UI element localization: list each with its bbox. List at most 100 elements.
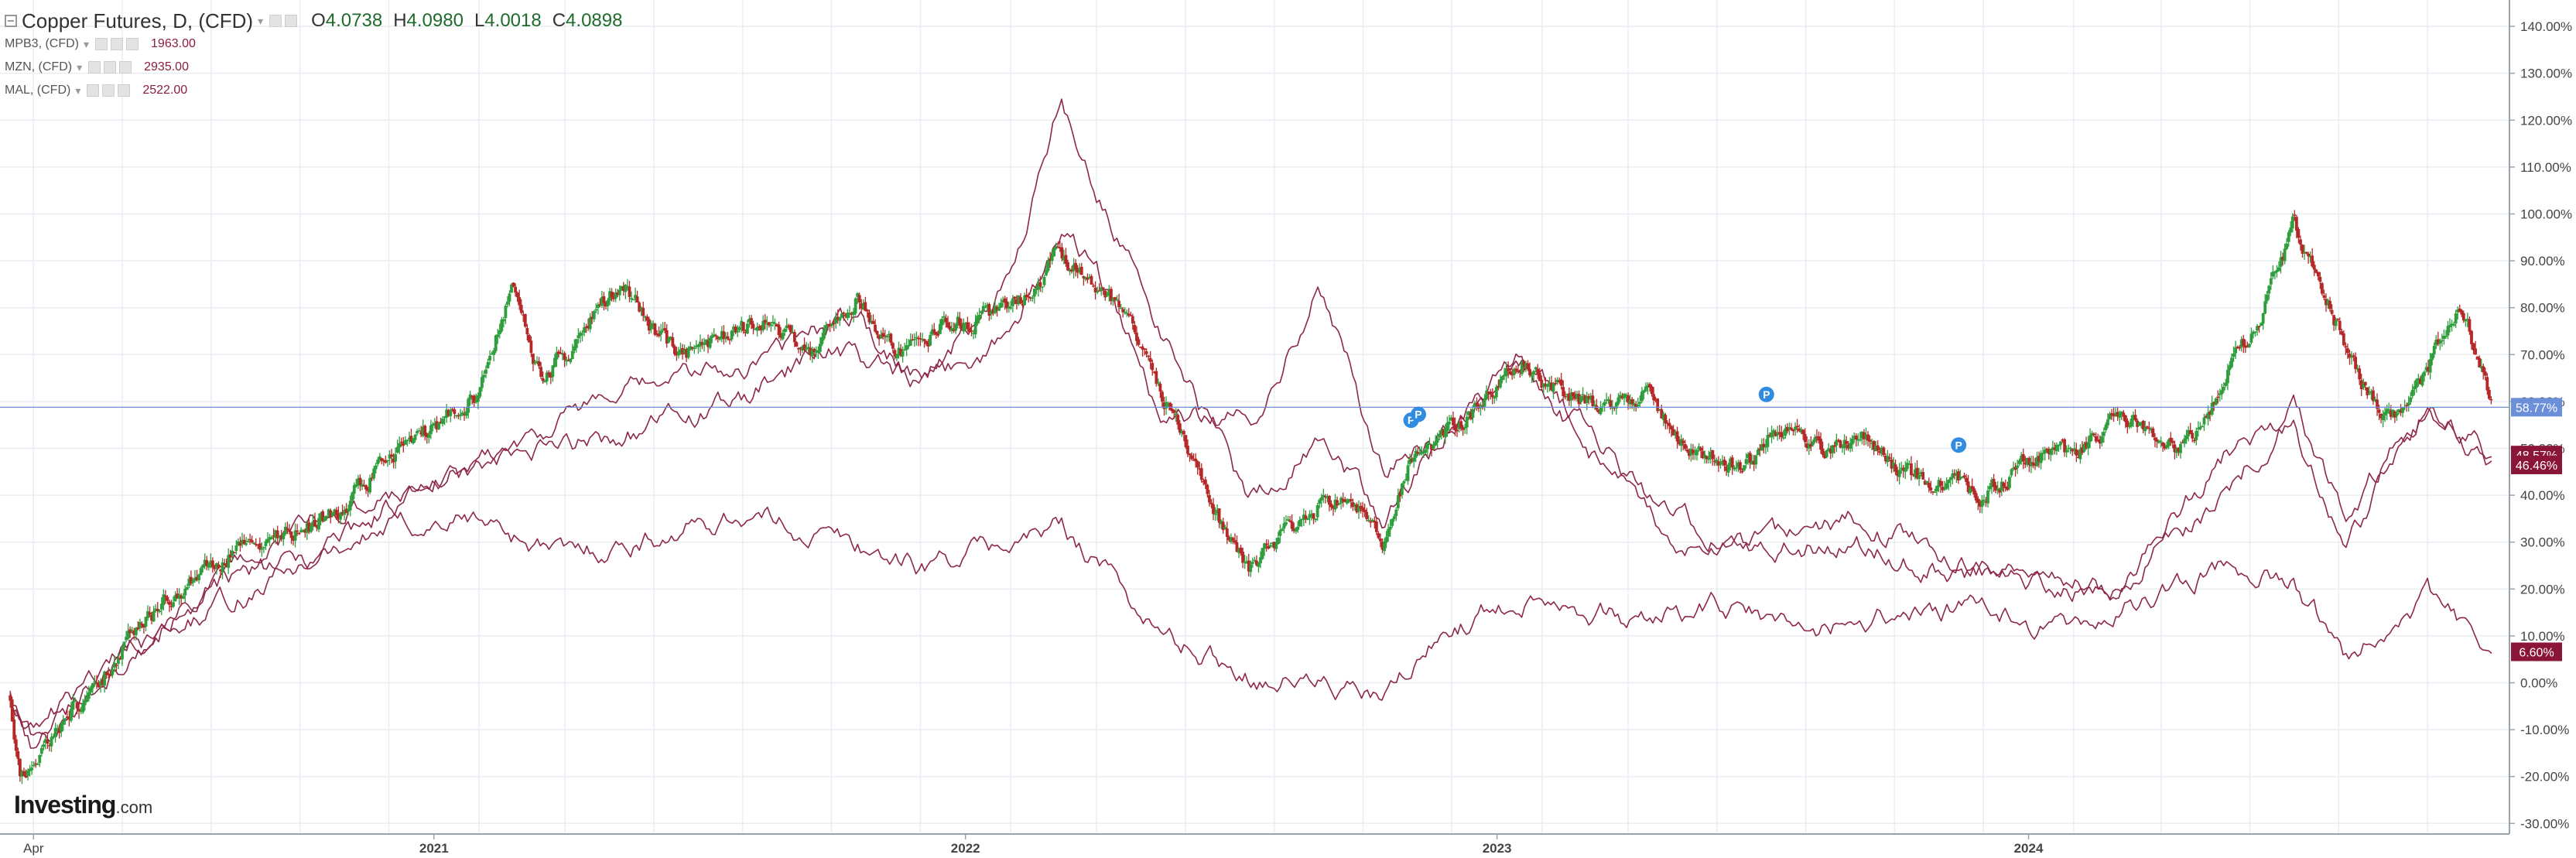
- compare-symbol[interactable]: MPB3, (CFD): [5, 37, 79, 50]
- candle-body: [2379, 413, 2383, 419]
- candle-body: [860, 303, 864, 309]
- candle-body: [2230, 357, 2233, 367]
- candle-body: [14, 739, 18, 751]
- hide-icon[interactable]: [102, 84, 115, 97]
- candle-body: [547, 372, 551, 375]
- candle-body: [1558, 381, 1562, 383]
- candle-body: [1452, 417, 1455, 426]
- candle-body: [1624, 395, 1628, 396]
- candle-body: [199, 568, 203, 576]
- candle-body: [1854, 436, 1858, 440]
- close-icon[interactable]: [118, 84, 131, 97]
- main-symbol[interactable]: Copper Futures, D, (CFD): [22, 9, 254, 32]
- candle-body: [1192, 460, 1196, 461]
- settings-icon[interactable]: [269, 15, 282, 27]
- compare-symbol[interactable]: MAL, (CFD): [5, 84, 71, 97]
- close-icon[interactable]: [126, 38, 139, 50]
- candle-body: [219, 569, 222, 572]
- candle-body: [2047, 449, 2051, 454]
- candle-body: [2472, 343, 2475, 350]
- candle-body: [2086, 442, 2090, 449]
- candle-body: [1223, 527, 1227, 530]
- candle-body: [2192, 439, 2196, 442]
- candle-body: [2277, 267, 2280, 272]
- candle-body: [2260, 323, 2263, 326]
- candle-body: [1196, 461, 1199, 468]
- candle-body: [1579, 395, 1582, 402]
- caret-down-icon[interactable]: ▾: [75, 84, 81, 97]
- hide-icon[interactable]: [111, 38, 124, 50]
- p-marker-circle: [1951, 437, 1967, 453]
- candle-body: [823, 329, 826, 339]
- hide-icon[interactable]: [285, 15, 298, 27]
- candle-body: [1554, 382, 1557, 385]
- candle-body: [830, 323, 834, 326]
- candle-body: [468, 394, 472, 400]
- candle-body: [1428, 443, 1432, 446]
- candle-body: [816, 351, 820, 353]
- candle-body: [1235, 542, 1239, 552]
- candle-body: [1839, 440, 1842, 448]
- candle-body: [2269, 278, 2273, 285]
- candle-body: [532, 354, 535, 364]
- candle-body: [1736, 462, 1740, 467]
- candle-body: [1068, 269, 1072, 272]
- candle-body: [1127, 313, 1131, 316]
- candle-body: [2081, 447, 2084, 453]
- candle-body: [278, 535, 282, 538]
- hide-icon[interactable]: [104, 61, 117, 73]
- candle-body: [1370, 520, 1374, 521]
- candle-body: [266, 538, 269, 543]
- candle-body: [2224, 382, 2228, 386]
- candle-body: [2210, 402, 2214, 415]
- candle-body: [871, 321, 875, 324]
- candle-body: [1220, 521, 1223, 525]
- caret-down-icon[interactable]: ▾: [84, 37, 90, 50]
- candle-body: [802, 344, 806, 350]
- candle-body: [1336, 500, 1339, 506]
- compare-symbol[interactable]: MZN, (CFD): [5, 60, 73, 73]
- settings-icon[interactable]: [88, 61, 101, 73]
- candle-body: [2068, 447, 2072, 450]
- caret-down-icon[interactable]: ▾: [77, 60, 83, 73]
- candle-body: [2367, 393, 2371, 395]
- candle-body: [1439, 429, 1443, 433]
- candle-body: [699, 341, 702, 347]
- settings-icon[interactable]: [87, 84, 100, 97]
- settings-icon[interactable]: [95, 38, 108, 50]
- candle-body: [132, 631, 136, 635]
- candle-body: [117, 658, 120, 665]
- candle-body: [1589, 396, 1592, 400]
- candle-body: [1620, 396, 1624, 399]
- candle-body: [728, 339, 731, 340]
- candle-body: [1846, 444, 1850, 449]
- close-icon[interactable]: [119, 61, 132, 73]
- candle-body: [1298, 519, 1302, 527]
- candle-body: [2387, 408, 2391, 411]
- candle-body: [2179, 443, 2182, 453]
- candle-body: [1683, 444, 1687, 450]
- candle-body: [1842, 439, 1846, 449]
- low-value: 4.0018: [484, 10, 542, 31]
- candle-body: [2440, 340, 2444, 342]
- candle-body: [2320, 283, 2324, 294]
- candle-body: [2450, 323, 2454, 326]
- candle-body: [1503, 374, 1506, 377]
- caret-down-icon[interactable]: ▾: [258, 14, 264, 27]
- candle-body: [2049, 448, 2053, 455]
- candle-body: [1170, 408, 1174, 412]
- p-marker-label: P: [1408, 414, 1415, 426]
- candle-body: [844, 314, 847, 316]
- candle-body: [1114, 297, 1117, 300]
- collapse-icon[interactable]: [5, 15, 17, 27]
- candle-body: [1078, 268, 1082, 273]
- candle-body: [2208, 411, 2212, 415]
- candle-body: [1599, 407, 1603, 415]
- candle-body: [1904, 467, 1907, 472]
- candle-body: [500, 320, 504, 332]
- candle-body: [980, 311, 984, 313]
- candle-body: [1805, 443, 1809, 449]
- candle-body: [1469, 412, 1473, 419]
- candle-body: [879, 334, 883, 339]
